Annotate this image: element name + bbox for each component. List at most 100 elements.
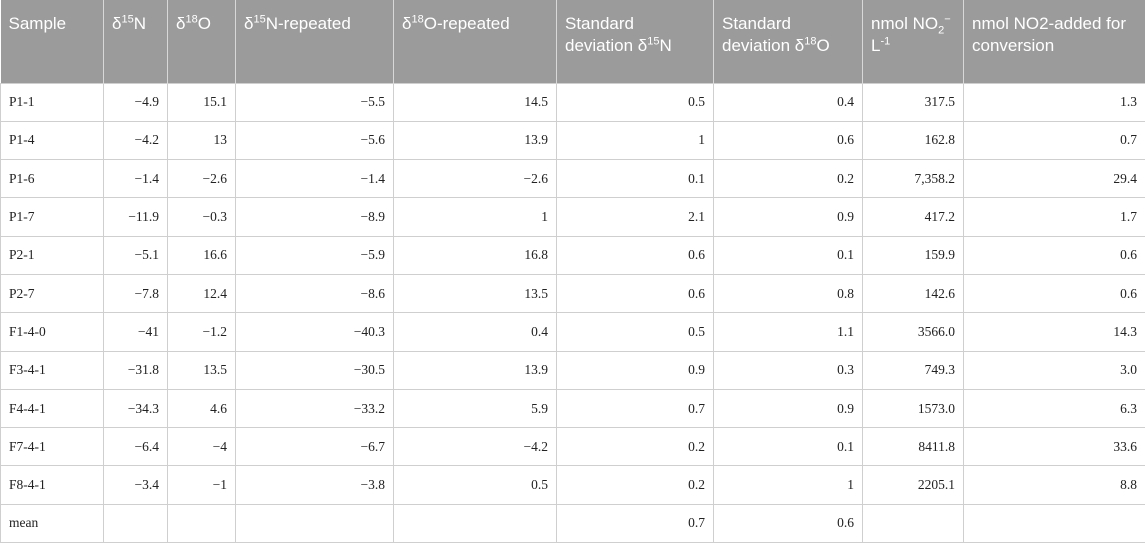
table-cell: F1-4-0 xyxy=(0,312,104,352)
header-text: O-repeated xyxy=(423,14,510,33)
table-row: P1-1 −4.9 15.1 −5.5 14.5 0.5 0.4 317.5 1.3 xyxy=(0,82,1145,122)
table-cell: 749.3 xyxy=(862,350,964,390)
table-cell: 0.1 xyxy=(713,235,863,275)
table-cell: 0.7 xyxy=(963,120,1145,161)
table-cell xyxy=(963,503,1145,544)
header-text: δ xyxy=(176,14,186,33)
table-cell: P2-7 xyxy=(0,273,104,314)
header-text: N-repeated xyxy=(265,14,351,33)
table-cell: F7-4-1 xyxy=(0,427,104,467)
table-cell: 4.6 xyxy=(167,388,236,429)
header-text: δ xyxy=(112,14,122,33)
header-text: L xyxy=(871,36,881,55)
table-cell: 0.9 xyxy=(556,350,714,390)
header-cell: δ15N-repeated xyxy=(235,0,394,83)
table-cell: −30.5 xyxy=(235,350,394,390)
table-row: P1-4 −4.2 13 −5.6 13.9 1 0.6 162.8 0.7 xyxy=(0,120,1145,161)
header-text: δ xyxy=(244,14,254,33)
table-cell: 159.9 xyxy=(862,235,964,275)
table-cell: −5.9 xyxy=(235,235,394,275)
table-cell: mean xyxy=(0,503,104,544)
table-cell: −1.2 xyxy=(167,312,236,352)
table-cell: −41 xyxy=(103,312,168,352)
table-row: F3-4-1 −31.8 13.5 −30.5 13.9 0.9 0.3 749.3 3.0 xyxy=(0,350,1145,390)
table-row: P2-1 −5.1 16.6 −5.9 16.8 0.6 0.1 159.9 0.6 xyxy=(0,235,1145,275)
table-cell: 16.6 xyxy=(167,235,236,275)
table-row: P1-6 −1.4 −2.6 −1.4 −2.6 0.1 0.2 7,358.2 29.4 xyxy=(0,159,1145,199)
header-text: N xyxy=(659,36,672,55)
table-cell: −4 xyxy=(167,427,236,467)
table-cell: −1.4 xyxy=(235,159,394,199)
table-cell: 33.6 xyxy=(963,427,1145,467)
header-text: 15 xyxy=(121,13,134,26)
table-cell: −4.9 xyxy=(103,82,168,122)
table-cell: 0.7 xyxy=(556,503,714,544)
table-row: P1-7 −11.9 −0.3 −8.9 1 2.1 0.9 417.2 1.7 xyxy=(0,197,1145,237)
table-cell: 0.4 xyxy=(393,312,557,352)
table-cell: 0.6 xyxy=(713,503,863,544)
table-cell: −11.9 xyxy=(103,197,168,237)
table-cell: 0.3 xyxy=(713,350,863,390)
table-cell: 1 xyxy=(393,197,557,237)
table-cell: 0.2 xyxy=(713,159,863,199)
header-row: Sample δ15N δ18O δ15N-repeated δ18O-repeated… xyxy=(0,0,1145,83)
table-row: F7-4-1 −6.4 −4 −6.7 −4.2 0.2 0.1 8411.8 33.6 xyxy=(0,427,1145,467)
table-cell: −5.6 xyxy=(235,120,394,161)
table-cell: 16.8 xyxy=(393,235,557,275)
table-cell: 0.6 xyxy=(963,235,1145,275)
table-cell: −0.3 xyxy=(167,197,236,237)
header-cell: δ18O xyxy=(167,0,236,83)
table-row: F8-4-1 −3.4 −1 −3.8 0.5 0.2 1 2205.1 8.8 xyxy=(0,465,1145,505)
table-cell: −5.1 xyxy=(103,235,168,275)
header-text: 15 xyxy=(253,13,266,26)
table-cell: −7.8 xyxy=(103,273,168,314)
table-cell: 15.1 xyxy=(167,82,236,122)
header-cell: Sample xyxy=(0,0,104,83)
table-row: F4-4-1 −34.3 4.6 −33.2 5.9 0.7 0.9 1573.0 6.3 xyxy=(0,388,1145,429)
table-row: mean 0.7 0.6 xyxy=(0,503,1145,544)
table-cell: −3.4 xyxy=(103,465,168,505)
table-cell: 162.8 xyxy=(862,120,964,161)
header-text: O xyxy=(816,36,830,55)
table-cell: 1.1 xyxy=(713,312,863,352)
header-text: Sample xyxy=(8,14,67,33)
header-cell: nmol NO2− L-1 xyxy=(862,0,964,83)
table-body: P1-1 −4.9 15.1 −5.5 14.5 0.5 0.4 317.5 1.3 P1-4 −4… xyxy=(0,82,1145,544)
header-text: 2 xyxy=(938,24,945,37)
table-cell: 0.8 xyxy=(713,273,863,314)
table-cell: 1 xyxy=(713,465,863,505)
table-cell: 0.7 xyxy=(556,388,714,429)
table-cell: 14.5 xyxy=(393,82,557,122)
table-cell: 13.5 xyxy=(393,273,557,314)
table-cell: 0.6 xyxy=(556,273,714,314)
table-cell: P1-7 xyxy=(0,197,104,237)
header-text: 15 xyxy=(647,35,660,48)
table-cell: −3.8 xyxy=(235,465,394,505)
table-cell: P1-6 xyxy=(0,159,104,199)
table-cell: 2.1 xyxy=(556,197,714,237)
header-cell: nmol NO2-added for conversion xyxy=(963,0,1145,83)
table-cell: 0.5 xyxy=(393,465,557,505)
table-cell: 29.4 xyxy=(963,159,1145,199)
table-cell: 0.6 xyxy=(713,120,863,161)
table-cell: 0.1 xyxy=(556,159,714,199)
table-cell: 317.5 xyxy=(862,82,964,122)
table-cell: F3-4-1 xyxy=(0,350,104,390)
header-text: Standard deviation δ xyxy=(722,14,805,55)
table-cell: F8-4-1 xyxy=(0,465,104,505)
table-cell: P1-1 xyxy=(0,82,104,122)
header-text: 18 xyxy=(411,13,424,26)
table-cell: 0.2 xyxy=(556,427,714,467)
table-cell: 1573.0 xyxy=(862,388,964,429)
table-cell: 0.5 xyxy=(556,82,714,122)
table-cell: 13 xyxy=(167,120,236,161)
table-cell: 7,358.2 xyxy=(862,159,964,199)
table-cell: 6.3 xyxy=(963,388,1145,429)
table-cell: −2.6 xyxy=(167,159,236,199)
table-cell: −5.5 xyxy=(235,82,394,122)
header-text: δ xyxy=(402,14,412,33)
header-text: − xyxy=(944,13,951,26)
table-cell: −34.3 xyxy=(103,388,168,429)
